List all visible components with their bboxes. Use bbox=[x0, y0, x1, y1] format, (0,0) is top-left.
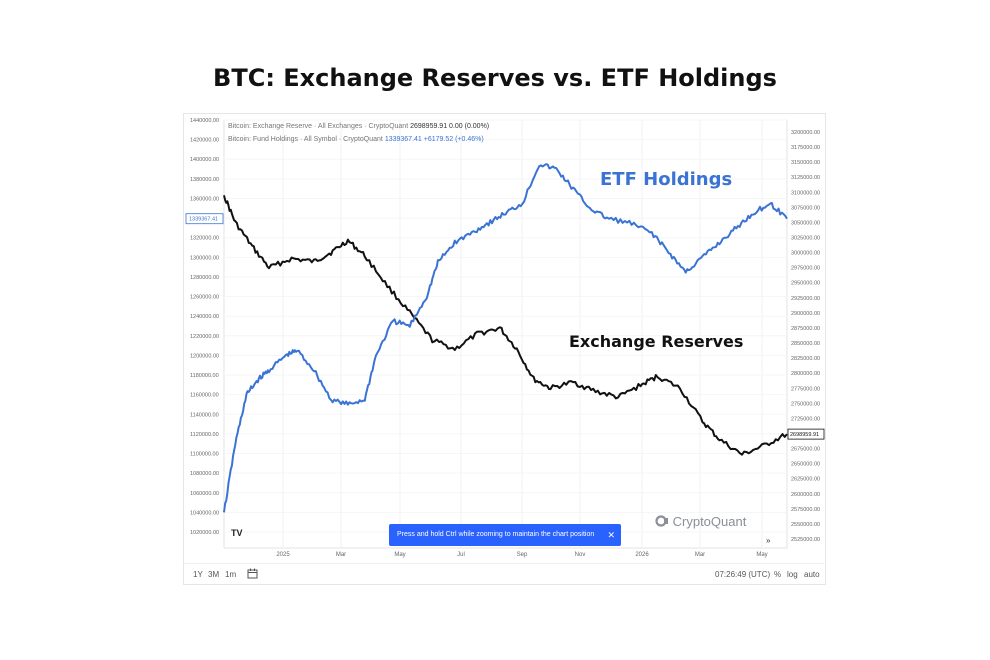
close-icon[interactable]: ✕ bbox=[607, 530, 615, 540]
right-tick-label: 2925000.00 bbox=[791, 296, 820, 302]
legend-etf-change: +6179.52 (+0.46%) bbox=[423, 136, 484, 143]
zoom-hint-toast: Press and hold Ctrl while zooming to mai… bbox=[389, 524, 621, 546]
right-tick-label: 2525000.00 bbox=[791, 537, 820, 543]
right-tick-label: 3175000.00 bbox=[791, 145, 820, 151]
left-tick-label: 1260000.00 bbox=[190, 295, 219, 301]
legend-etf-value: 1339367.41 bbox=[384, 136, 422, 143]
cryptoquant-watermark: CryptoQuant bbox=[655, 514, 746, 529]
left-tick-label: 1400000.00 bbox=[190, 157, 219, 163]
right-tick-label: 2775000.00 bbox=[791, 386, 820, 392]
etf-holdings-line bbox=[223, 163, 788, 513]
right-tick-label: 2950000.00 bbox=[791, 281, 820, 287]
left-tick-label: 1080000.00 bbox=[190, 471, 219, 477]
scroll-right-icon[interactable]: » bbox=[766, 536, 771, 545]
right-last-value: 2698959.91 bbox=[790, 432, 819, 438]
left-tick-label: 1180000.00 bbox=[190, 373, 219, 379]
left-tick-label: 1220000.00 bbox=[190, 334, 219, 340]
right-tick-label: 2600000.00 bbox=[791, 492, 820, 498]
right-tick-label: 3150000.00 bbox=[791, 160, 820, 166]
right-tick-label: 2800000.00 bbox=[791, 371, 820, 377]
tradingview-logo: TV bbox=[231, 528, 243, 538]
right-tick-label: 2900000.00 bbox=[791, 311, 820, 317]
left-tick-label: 1440000.00 bbox=[190, 118, 219, 124]
watermark-text: CryptoQuant bbox=[672, 514, 747, 529]
left-last-value: 1339367.41 bbox=[189, 217, 218, 223]
left-tick-label: 1120000.00 bbox=[190, 432, 219, 438]
chart-title: BTC: Exchange Reserves vs. ETF Holdings bbox=[213, 64, 777, 92]
right-tick-label: 2975000.00 bbox=[791, 266, 820, 272]
cryptoquant-logo-icon bbox=[655, 515, 668, 527]
left-tick-label: 1380000.00 bbox=[190, 177, 219, 183]
right-tick-label: 2875000.00 bbox=[791, 326, 820, 332]
left-tick-label: 1360000.00 bbox=[190, 196, 219, 202]
range-1y-button[interactable]: 1Y bbox=[193, 570, 203, 579]
x-tick-label: Sep bbox=[517, 552, 528, 558]
left-tick-label: 1280000.00 bbox=[190, 275, 219, 281]
left-tick-label: 1100000.00 bbox=[190, 452, 219, 458]
right-tick-label: 2625000.00 bbox=[791, 477, 820, 483]
left-tick-label: 1140000.00 bbox=[190, 412, 219, 418]
right-tick-label: 2750000.00 bbox=[791, 401, 820, 407]
x-tick-label: May bbox=[394, 552, 405, 558]
right-tick-label: 2550000.00 bbox=[791, 522, 820, 528]
x-tick-label: 2026 bbox=[635, 552, 649, 558]
left-tick-label: 1160000.00 bbox=[190, 393, 219, 399]
x-tick-label: 2025 bbox=[276, 552, 290, 558]
left-tick-label: 1320000.00 bbox=[190, 236, 219, 242]
x-tick-label: Nov bbox=[575, 552, 586, 558]
range-1m-button[interactable]: 1m bbox=[225, 570, 237, 579]
legend-etf-name: Bitcoin: Fund Holdings · All Symbol · Cr… bbox=[228, 136, 383, 143]
calendar-icon[interactable] bbox=[247, 568, 258, 581]
left-tick-label: 1040000.00 bbox=[190, 510, 219, 516]
range-3m-button[interactable]: 3M bbox=[208, 570, 220, 579]
right-tick-label: 3200000.00 bbox=[791, 130, 820, 136]
x-tick-label: Mar bbox=[336, 552, 346, 558]
left-tick-label: 1240000.00 bbox=[190, 314, 219, 320]
legend-reserve-change: 0.00 (0.00%) bbox=[449, 123, 490, 130]
bottom-toolbar: 1Y 3M 1m 07:26:49 (UTC) % log auto bbox=[183, 563, 824, 584]
right-tick-label: 3000000.00 bbox=[791, 251, 820, 257]
toast-text: Press and hold Ctrl while zooming to mai… bbox=[397, 531, 595, 538]
right-tick-label: 3025000.00 bbox=[791, 236, 820, 242]
left-last-value-box bbox=[185, 213, 224, 225]
left-tick-label: 1200000.00 bbox=[190, 353, 219, 359]
legend-etf[interactable]: Bitcoin: Fund Holdings · All Symbol · Cr… bbox=[228, 136, 484, 143]
etf-holdings-annotation: ETF Holdings bbox=[600, 169, 732, 190]
left-tick-label: 1420000.00 bbox=[190, 138, 219, 144]
right-tick-label: 3075000.00 bbox=[791, 205, 820, 211]
left-tick-label: 1020000.00 bbox=[190, 530, 219, 536]
right-tick-label: 2575000.00 bbox=[791, 507, 820, 513]
right-tick-label: 2650000.00 bbox=[791, 462, 820, 468]
right-tick-label: 2825000.00 bbox=[791, 356, 820, 362]
chart-frame[interactable] bbox=[183, 113, 826, 585]
x-tick-label: Mar bbox=[695, 552, 705, 558]
right-tick-label: 3050000.00 bbox=[791, 220, 820, 226]
auto-scale-button[interactable]: auto bbox=[804, 570, 820, 579]
right-last-value-box bbox=[787, 428, 825, 440]
clock-time: 07:26:49 (UTC) bbox=[715, 570, 771, 579]
left-tick-label: 1060000.00 bbox=[190, 491, 219, 497]
legend-reserve-value: 2698959.91 bbox=[410, 123, 448, 130]
left-tick-label: 1300000.00 bbox=[190, 255, 219, 261]
right-tick-label: 3100000.00 bbox=[791, 190, 820, 196]
exchange-reserves-line bbox=[223, 195, 788, 456]
x-tick-label: May bbox=[756, 552, 767, 558]
legend-reserve-name: Bitcoin: Exchange Reserve · All Exchange… bbox=[228, 123, 409, 130]
right-tick-label: 2850000.00 bbox=[791, 341, 820, 347]
right-tick-label: 2725000.00 bbox=[791, 416, 820, 422]
exchange-reserves-annotation: Exchange Reserves bbox=[569, 332, 743, 351]
log-scale-button[interactable]: log bbox=[787, 570, 798, 579]
x-tick-label: Jul bbox=[457, 552, 465, 558]
right-tick-label: 3125000.00 bbox=[791, 175, 820, 181]
legend-reserve[interactable]: Bitcoin: Exchange Reserve · All Exchange… bbox=[228, 123, 489, 130]
percent-scale-button[interactable]: % bbox=[774, 570, 782, 579]
right-tick-label: 2675000.00 bbox=[791, 447, 820, 453]
